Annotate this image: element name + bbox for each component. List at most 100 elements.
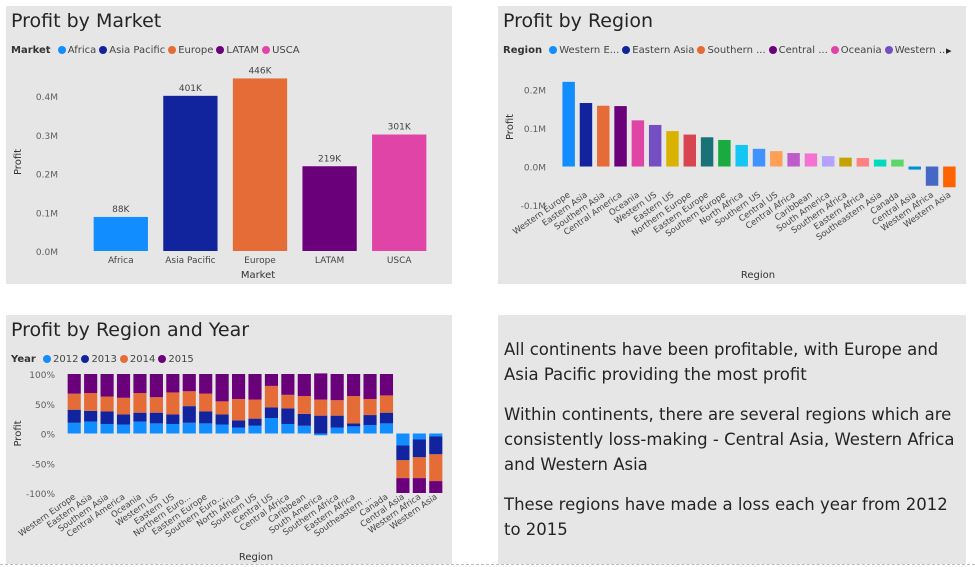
segment-2012[interactable] (84, 421, 98, 434)
segment-2014[interactable] (116, 397, 131, 415)
segment-2015[interactable] (133, 374, 147, 394)
bar-eastern-europe[interactable] (700, 137, 714, 167)
segment-2014[interactable] (314, 399, 328, 416)
segment-2012[interactable] (330, 427, 344, 434)
segment-2012[interactable] (133, 421, 147, 434)
bar-europe[interactable] (232, 78, 288, 251)
segment-2014[interactable] (149, 397, 163, 413)
segment-2015[interactable] (166, 374, 180, 393)
legend-item-eastern-asia[interactable]: Eastern Asia (622, 45, 694, 56)
legend-item-usca[interactable]: USCA (262, 45, 300, 56)
segment-2014[interactable] (215, 401, 229, 415)
segment-2013[interactable] (264, 407, 279, 419)
segment-2014[interactable] (84, 393, 98, 411)
segment-2012[interactable] (215, 424, 229, 434)
segment-2014[interactable] (363, 398, 377, 416)
segment-2015[interactable] (412, 478, 426, 493)
segment-2013[interactable] (347, 423, 361, 427)
bar-latam[interactable] (302, 166, 357, 251)
bar-southern-africa[interactable] (839, 157, 852, 167)
bar-northern-europe[interactable] (683, 134, 697, 167)
bar-central-asia[interactable] (908, 166, 921, 170)
segment-2012[interactable] (347, 426, 361, 434)
segment-2012[interactable] (248, 425, 262, 434)
segment-2012[interactable] (166, 423, 180, 434)
bar-oceania[interactable] (631, 120, 645, 167)
legend-item-southern[interactable]: Southern ... (697, 45, 766, 56)
segment-2014[interactable] (396, 460, 410, 479)
segment-2012[interactable] (379, 423, 394, 434)
legend-item-africa[interactable]: Africa (57, 45, 96, 56)
segment-2013[interactable] (133, 412, 147, 422)
legend-item-western[interactable]: Western ... (884, 45, 948, 56)
bar-eastern-us[interactable] (666, 131, 679, 167)
segment-2013[interactable] (182, 406, 196, 423)
bar-eastern-africa[interactable] (856, 158, 870, 167)
segment-2013[interactable] (116, 414, 131, 425)
region-year-legend[interactable]: Year 2012 2013 2014 2015 (11, 354, 197, 365)
segment-2014[interactable] (67, 393, 81, 410)
bar-southern-europe[interactable] (718, 139, 731, 167)
legend-item-asia-pacific[interactable]: Asia Pacific (99, 45, 165, 56)
segment-2013[interactable] (84, 410, 98, 422)
legend-item-western-e[interactable]: Western E... (549, 45, 619, 56)
market-bar-chart[interactable]: 0.0M 0.1M 0.2M 0.3M 0.4M 88K Africa 401K Asia Pa… (6, 6, 452, 284)
segment-2012[interactable] (412, 433, 426, 440)
segment-2014[interactable] (182, 391, 196, 407)
segment-2015[interactable] (149, 374, 163, 398)
segment-2014[interactable] (100, 396, 114, 412)
segment-2015[interactable] (347, 374, 361, 397)
segment-2013[interactable] (149, 412, 163, 424)
bar-western-europe[interactable] (562, 81, 575, 167)
segment-2014[interactable] (330, 400, 344, 416)
segment-2013[interactable] (231, 420, 246, 428)
bar-south-america[interactable] (821, 156, 835, 167)
segment-2013[interactable] (100, 411, 114, 424)
segment-2013[interactable] (199, 411, 213, 424)
segment-2014[interactable] (264, 385, 279, 408)
segment-2015[interactable] (248, 374, 262, 400)
bar-caribbean[interactable] (804, 153, 818, 167)
segment-2013[interactable] (379, 412, 394, 424)
segment-2014[interactable] (412, 457, 426, 479)
bar-central-america[interactable] (614, 106, 627, 167)
legend-item-2012[interactable]: 2012 (42, 354, 78, 365)
segment-2013[interactable] (67, 409, 81, 423)
bar-western-us[interactable] (648, 124, 662, 167)
segment-2014[interactable] (231, 398, 246, 421)
segment-2012[interactable] (363, 425, 377, 434)
chevron-right-icon[interactable]: ▸ (946, 44, 952, 57)
legend-item-latam[interactable]: LATAM (216, 45, 259, 56)
segment-2013[interactable] (429, 436, 443, 455)
segment-2013[interactable] (281, 408, 295, 424)
region-year-stacked-chart[interactable]: -100%-50%0%50%100%Western EuropeEastern … (6, 315, 452, 564)
legend-item-2013[interactable]: 2013 (81, 354, 117, 365)
region-legend[interactable]: Region Western E... Eastern Asia Southern … (503, 45, 951, 56)
segment-2012[interactable] (264, 418, 279, 434)
legend-item-europe[interactable]: Europe (168, 45, 213, 56)
bar-usca[interactable] (372, 134, 427, 251)
segment-2015[interactable] (379, 374, 394, 396)
segment-2015[interactable] (67, 374, 81, 394)
bar-north-africa[interactable] (735, 144, 748, 167)
legend-item-central[interactable]: Central ... (768, 45, 828, 56)
segment-2013[interactable] (396, 445, 410, 461)
segment-2013[interactable] (412, 439, 426, 458)
segment-2012[interactable] (199, 423, 213, 434)
legend-item-2014[interactable]: 2014 (119, 354, 155, 365)
segment-2014[interactable] (297, 396, 311, 414)
segment-2013[interactable] (215, 414, 229, 425)
bar-central-africa[interactable] (787, 153, 800, 167)
bar-asia-pacific[interactable] (163, 95, 218, 251)
bar-southern-us[interactable] (752, 148, 766, 167)
segment-2012[interactable] (182, 422, 196, 434)
segment-2013[interactable] (297, 413, 311, 426)
segment-2015[interactable] (330, 374, 344, 401)
bar-central-us[interactable] (770, 151, 783, 167)
market-legend[interactable]: Market Africa Asia Pacific Europe LATAM USCA (11, 45, 303, 56)
segment-2013[interactable] (330, 415, 344, 428)
segment-2012[interactable] (396, 433, 410, 446)
segment-2012[interactable] (281, 423, 295, 434)
segment-2013[interactable] (248, 418, 262, 426)
